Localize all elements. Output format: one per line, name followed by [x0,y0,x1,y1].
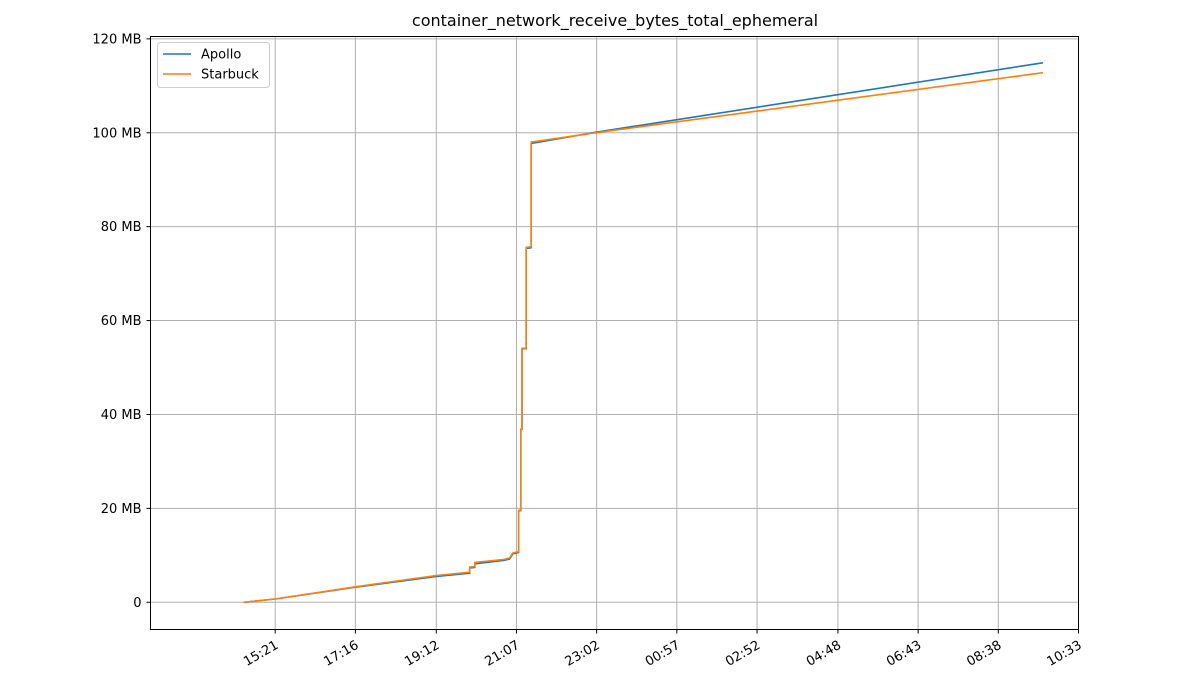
x-tick-label: 21:07 [483,638,523,670]
legend-label-starbuck: Starbuck [201,68,259,83]
series-line-starbuck [243,71,1044,604]
y-tick-label: 0 [133,596,141,611]
plot-frame [150,36,1079,630]
chart-title: container_network_receive_bytes_total_ep… [412,11,818,31]
y-tick-label: 40 MB [101,408,142,423]
series-line-apollo [243,62,1044,604]
x-tick-label: 08:38 [964,638,1004,670]
x-tick-label: 19:12 [402,638,442,670]
x-tick-label: 00:57 [643,638,683,670]
y-tick-label: 100 MB [92,126,141,141]
legend: Apollo Starbuck [157,42,270,88]
y-axis: 0 20 MB 40 MB 60 MB 80 MB 100 MB 120 MB [92,32,151,611]
x-tick-label: 10:33 [1045,638,1085,670]
legend-label-apollo: Apollo [201,48,241,63]
y-tick-label: 120 MB [92,32,141,47]
x-axis: 15:21 17:16 19:12 21:07 23:02 00:57 02:52 04:48… [241,629,1085,670]
x-tick-label: 02:52 [723,638,763,670]
x-tick-label: 23:02 [563,638,603,670]
y-tick-label: 60 MB [101,314,142,329]
y-tick-label: 20 MB [101,502,142,517]
x-tick-label: 04:48 [804,638,844,670]
series-lines [243,62,1044,604]
x-tick-label: 15:21 [241,638,281,670]
x-tick-label: 17:16 [321,638,361,670]
x-tick-label: 06:43 [884,638,924,670]
y-tick-label: 80 MB [101,220,142,235]
grid [150,36,1079,630]
